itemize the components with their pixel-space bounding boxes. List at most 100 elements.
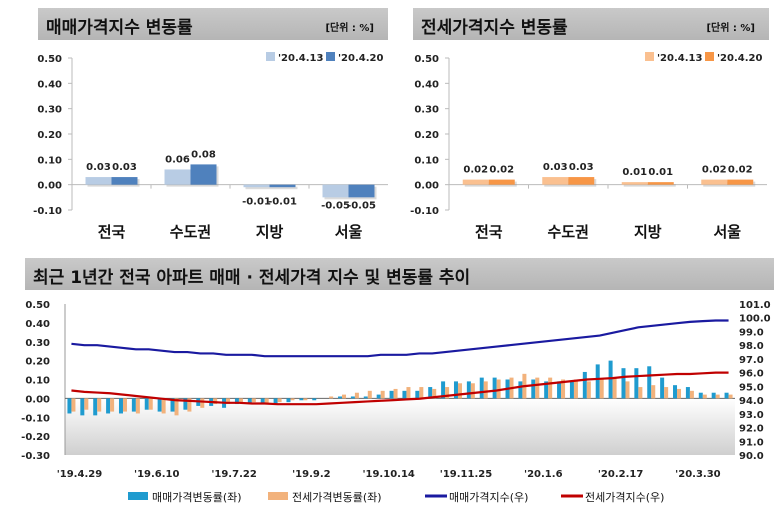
trend-bar bbox=[415, 390, 420, 399]
trend-chart-title: 최근 1년간 전국 아파트 매매 · 전세가격 지수 및 변동률 추이 bbox=[33, 268, 471, 288]
sale-chart-header: 매매가격지수 변동률 [단위 : %] bbox=[38, 8, 388, 40]
trend-bar bbox=[174, 398, 179, 416]
trend-bar bbox=[106, 398, 111, 414]
sale-data-label: 0.03 bbox=[112, 162, 137, 173]
trend-right-tick: 91.0 bbox=[739, 437, 764, 448]
sale-y-tick: 0.10 bbox=[37, 155, 62, 166]
trend-bar bbox=[582, 371, 587, 399]
sale-legend-label: '20.4.20 bbox=[338, 53, 383, 64]
trend-line bbox=[71, 319, 729, 358]
trend-bar bbox=[251, 398, 256, 403]
sale-bar bbox=[269, 184, 296, 188]
trend-bar bbox=[97, 398, 102, 412]
trend-bar bbox=[338, 396, 343, 399]
trend-legend-label: 매매가격변동률(좌) bbox=[152, 491, 242, 504]
trend-bar bbox=[689, 390, 694, 399]
trend-bar bbox=[470, 383, 475, 399]
trend-left-tick: 0.50 bbox=[25, 300, 50, 311]
jeonse-legend-label: '20.4.13 bbox=[657, 53, 702, 64]
trend-left-tick: 0.40 bbox=[25, 319, 50, 330]
jeonse-data-label: 0.02 bbox=[728, 165, 753, 176]
trend-bar bbox=[483, 381, 488, 399]
trend-bar bbox=[118, 398, 123, 414]
trend-right-tick: 101.0 bbox=[739, 300, 771, 311]
jeonse-chart-unit: [단위 : %] bbox=[706, 23, 755, 34]
jeonse-legend-swatch bbox=[705, 52, 714, 61]
jeonse-category-label: 지방 bbox=[634, 223, 662, 241]
sale-chart-unit: [단위 : %] bbox=[325, 23, 374, 34]
jeonse-bar bbox=[701, 179, 728, 185]
trend-bar bbox=[441, 381, 446, 399]
jeonse-legend-swatch bbox=[645, 52, 654, 61]
trend-bar bbox=[531, 379, 536, 399]
trend-right-tick: 93.0 bbox=[739, 410, 764, 421]
trend-bar bbox=[660, 377, 665, 399]
trend-right-tick: 99.0 bbox=[739, 327, 764, 338]
trend-bar bbox=[651, 385, 656, 399]
trend-bar bbox=[496, 379, 501, 399]
jeonse-y-tick: 0.50 bbox=[414, 54, 439, 65]
trend-legend-swatch bbox=[268, 492, 288, 500]
trend-bar bbox=[277, 398, 282, 403]
sale-bar bbox=[190, 164, 217, 185]
trend-bar bbox=[548, 377, 553, 399]
trend-bar bbox=[264, 398, 269, 405]
trend-x-tick: '19.11.25 bbox=[440, 469, 492, 480]
trend-bar bbox=[161, 398, 166, 414]
trend-legend-label: 전세가격변동률(좌) bbox=[292, 491, 382, 504]
jeonse-data-label: 0.02 bbox=[489, 165, 514, 176]
trend-bar bbox=[664, 387, 669, 399]
trend-bar bbox=[148, 398, 153, 410]
trend-bar bbox=[144, 398, 149, 410]
jeonse-y-tick: 0.00 bbox=[414, 181, 439, 192]
trend-legend-swatch bbox=[128, 492, 148, 500]
trend-bar bbox=[557, 381, 562, 399]
trend-x-tick: '19.4.29 bbox=[57, 469, 102, 480]
jeonse-category-label: 수도권 bbox=[548, 223, 589, 241]
trend-chart-header: 최근 1년간 전국 아파트 매매 · 전세가격 지수 및 변동률 추이 bbox=[25, 258, 774, 290]
jeonse-bar bbox=[727, 179, 754, 185]
trend-left-tick: 0.20 bbox=[25, 357, 50, 368]
trend-bar bbox=[247, 398, 252, 405]
trend-bar bbox=[376, 394, 381, 399]
jeonse-bar bbox=[647, 182, 674, 185]
trend-right-tick: 94.0 bbox=[739, 396, 764, 407]
trend-x-tick: '20.3.30 bbox=[675, 469, 720, 480]
sale-legend-label: '20.4.13 bbox=[278, 53, 323, 64]
trend-bar bbox=[363, 396, 368, 399]
trend-bar bbox=[573, 379, 578, 399]
trend-bar bbox=[445, 387, 450, 399]
sale-category-label: 서울 bbox=[335, 223, 363, 241]
jeonse-y-tick: 0.40 bbox=[414, 79, 439, 90]
trend-bar bbox=[608, 360, 613, 399]
jeonse-category-label: 서울 bbox=[713, 223, 741, 241]
trend-bar bbox=[586, 381, 591, 399]
trend-bar bbox=[187, 398, 192, 412]
sale-data-label: 0.03 bbox=[86, 162, 111, 173]
jeonse-bar bbox=[542, 177, 569, 185]
sale-category-label: 수도권 bbox=[170, 223, 211, 241]
trend-x-tick: '19.10.14 bbox=[362, 469, 414, 480]
trend-bar bbox=[350, 396, 355, 399]
jeonse-y-tick: 0.10 bbox=[414, 155, 439, 166]
sale-data-label: -0.05 bbox=[321, 201, 350, 212]
trend-bar bbox=[299, 398, 304, 401]
trend-bar bbox=[595, 364, 600, 399]
trend-bar bbox=[342, 394, 347, 399]
jeonse-data-label: 0.03 bbox=[543, 162, 568, 173]
trend-bar bbox=[544, 381, 549, 399]
trend-bar bbox=[673, 385, 678, 399]
trend-bar bbox=[535, 377, 540, 399]
trend-bar bbox=[329, 396, 334, 399]
sale-bar bbox=[164, 169, 191, 185]
jeonse-bar bbox=[488, 179, 515, 185]
jeonse-data-label: 0.01 bbox=[648, 167, 673, 178]
trend-bar bbox=[711, 392, 716, 399]
trend-bar bbox=[286, 398, 291, 403]
trend-bar bbox=[561, 379, 566, 399]
trend-right-tick: 96.0 bbox=[739, 369, 764, 380]
jeonse-legend-label: '20.4.20 bbox=[717, 53, 762, 64]
trend-line bbox=[71, 371, 729, 406]
trend-bar bbox=[634, 368, 639, 399]
